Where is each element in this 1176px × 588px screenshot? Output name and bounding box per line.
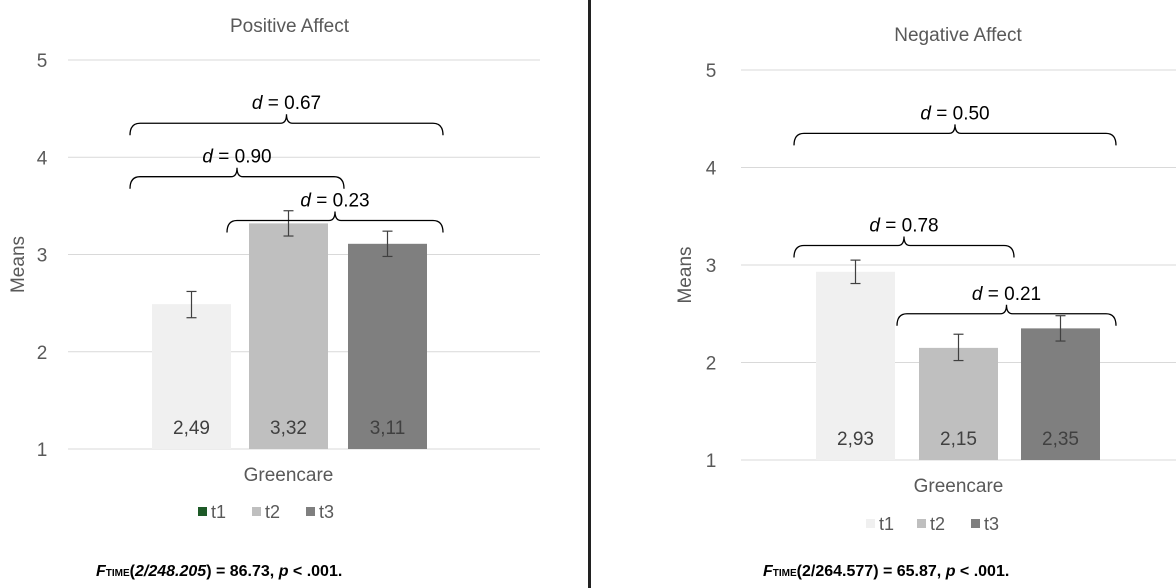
y-tick-label: 1	[706, 451, 717, 472]
legend-swatch-t3	[971, 519, 980, 528]
effect-size-value: = 0.23	[311, 190, 370, 211]
effect-size-label: d = 0.50	[920, 103, 989, 124]
bar-t1	[152, 304, 231, 449]
legend-label-t2: t2	[930, 514, 945, 534]
bar-value-label-t2: 3,32	[270, 418, 307, 439]
legend-label-t1: t1	[211, 502, 226, 522]
y-tick-label: 3	[37, 246, 48, 267]
formula-p-value: < .001.	[955, 563, 1009, 580]
formula-p: p	[278, 563, 289, 580]
formula-args: 2/248.205	[134, 563, 207, 580]
negative-affect-chart: Negative Affect 1 2 3 4 5 Means 2,93 2,15 2,35 Gre…	[675, 25, 1176, 580]
effect-size-label: d = 0.78	[869, 216, 938, 237]
panel-divider	[588, 0, 591, 588]
effect-size-bracket	[793, 124, 1117, 146]
y-axis-label: Means	[675, 246, 696, 303]
bar-t3	[348, 243, 427, 449]
effect-size-bracket	[129, 114, 444, 136]
legend-swatch-t2	[917, 519, 926, 528]
bar-value-label-t3: 2,35	[1042, 429, 1079, 450]
effect-size-label: d = 0.21	[972, 284, 1041, 305]
bar-t3	[1021, 328, 1100, 460]
effect-size-bracket	[793, 236, 1015, 258]
formula-subscript: TIME	[773, 568, 797, 579]
legend-swatch-t1	[198, 507, 207, 516]
effect-size-value: = 0.50	[931, 103, 990, 124]
bar-t1	[816, 271, 895, 460]
bar-value-label-t1: 2,49	[173, 418, 210, 439]
effect-size-label: d = 0.67	[252, 93, 321, 114]
effect-size-symbol: d	[920, 103, 932, 124]
y-tick-label: 4	[37, 148, 48, 169]
bar-value-label-t2: 2,15	[940, 429, 977, 450]
legend-swatch-t1	[866, 519, 875, 528]
formula-stat: ) = 86.73,	[206, 563, 279, 580]
effect-size-symbol: d	[252, 93, 264, 114]
formula-args: 2/264.577	[802, 563, 873, 580]
effect-size-label: d = 0.23	[300, 190, 369, 211]
anova-result: FTIME(2/248.205) = 86.73, p < .001.	[96, 563, 342, 580]
legend-label-t3: t3	[319, 502, 334, 522]
y-tick-label: 2	[706, 354, 717, 375]
legend-swatch-t2	[252, 507, 261, 516]
effect-size-value: = 0.90	[213, 147, 272, 168]
legend-label-t2: t2	[265, 502, 280, 522]
effect-size-bracket	[129, 167, 345, 189]
formula-p: p	[945, 563, 956, 580]
y-tick-label: 2	[37, 343, 48, 364]
bar-t2	[919, 347, 998, 460]
y-axis-label: Means	[8, 236, 29, 293]
y-tick-label: 5	[706, 61, 717, 82]
effect-size-value: = 0.67	[262, 93, 321, 114]
y-tick-label: 3	[706, 256, 717, 277]
formula-stat: ) = 65.87,	[873, 563, 946, 580]
formula-f: F	[763, 563, 774, 580]
legend-swatch-t3	[306, 507, 315, 516]
y-tick-label: 5	[37, 51, 48, 72]
formula-subscript: TIME	[106, 568, 130, 579]
effect-size-symbol: d	[202, 147, 214, 168]
x-category-label: Greencare	[244, 465, 334, 486]
formula-p-value: < .001.	[288, 563, 342, 580]
bar-t2	[249, 223, 328, 449]
anova-result: FTIME(2/264.577) = 65.87, p < .001.	[763, 563, 1009, 580]
legend-label-t1: t1	[879, 514, 894, 534]
legend-label-t3: t3	[984, 514, 999, 534]
effect-size-symbol: d	[869, 216, 881, 237]
formula-open-paren: (	[797, 563, 803, 580]
bar-value-label-t1: 2,93	[837, 429, 874, 450]
formula-f: F	[96, 563, 107, 580]
effect-size-value: = 0.78	[880, 216, 939, 237]
effect-size-symbol: d	[300, 190, 312, 211]
effect-size-value: = 0.21	[982, 284, 1041, 305]
chart-title: Negative Affect	[894, 25, 1022, 46]
chart-title: Positive Affect	[230, 16, 350, 37]
effect-size-bracket	[896, 304, 1117, 326]
x-category-label: Greencare	[914, 476, 1004, 497]
y-tick-label: 1	[37, 440, 48, 461]
formula-open-paren: (	[130, 563, 136, 580]
y-tick-label: 4	[706, 159, 717, 180]
effect-size-symbol: d	[972, 284, 984, 305]
positive-affect-chart: Positive Affect 1 2 3 4 5 Means 2,49 3,32 3,11 Gre…	[8, 16, 540, 580]
bar-value-label-t3: 3,11	[370, 418, 406, 439]
effect-size-label: d = 0.90	[202, 147, 271, 168]
